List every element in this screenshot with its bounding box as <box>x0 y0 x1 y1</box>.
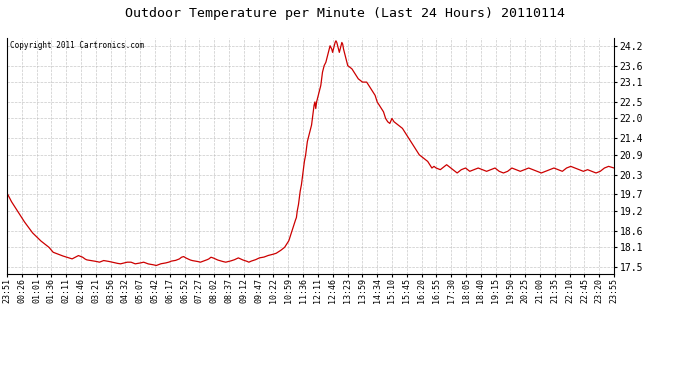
Text: Copyright 2011 Cartronics.com: Copyright 2011 Cartronics.com <box>10 41 144 50</box>
Text: Outdoor Temperature per Minute (Last 24 Hours) 20110114: Outdoor Temperature per Minute (Last 24 … <box>125 8 565 21</box>
